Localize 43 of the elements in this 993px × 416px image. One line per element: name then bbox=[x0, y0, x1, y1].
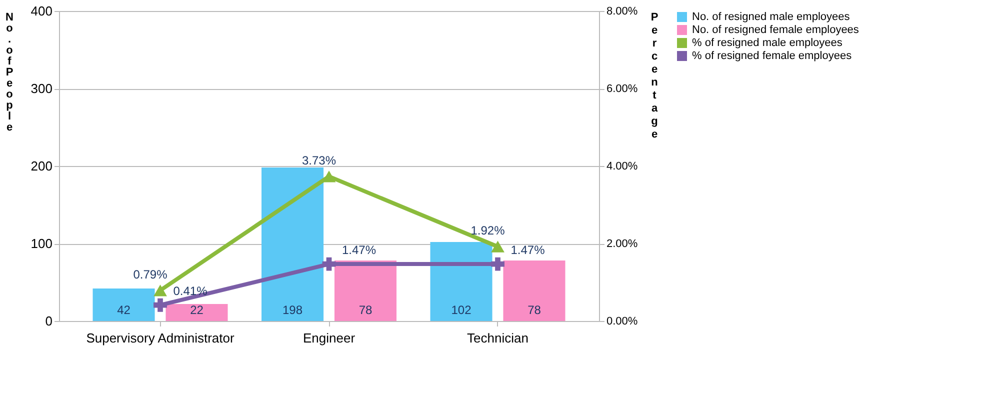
bar bbox=[503, 260, 566, 321]
data-label: 198 bbox=[282, 303, 303, 317]
legend-label: No. of resigned male employees bbox=[692, 11, 850, 23]
y2-tick-label: 2.00% bbox=[606, 238, 638, 250]
data-label: 78 bbox=[358, 303, 372, 317]
data-label: 1.47% bbox=[510, 243, 546, 258]
bar bbox=[166, 304, 228, 321]
point bbox=[154, 284, 167, 296]
data-label: 0.41% bbox=[173, 284, 208, 298]
y2-tick-label: 6.00% bbox=[606, 83, 638, 95]
legend-label: % of resigned male employees bbox=[692, 37, 843, 49]
text: No. of People bbox=[6, 12, 14, 134]
x-tick-label: Technician bbox=[467, 330, 528, 346]
y2-tick-label: 4.00% bbox=[606, 160, 638, 172]
y-tick-label: 0 bbox=[45, 314, 52, 328]
legend-label: % of resigned female employees bbox=[692, 50, 852, 62]
point bbox=[154, 298, 167, 312]
y-tick-label: 300 bbox=[30, 81, 52, 96]
data-label: 102 bbox=[451, 303, 472, 317]
point bbox=[322, 257, 336, 271]
y-tick-label: 200 bbox=[30, 158, 52, 174]
data-label: 42 bbox=[117, 303, 131, 317]
data-label: 1.47% bbox=[342, 243, 376, 258]
point bbox=[322, 170, 336, 182]
data-label: 0.79% bbox=[133, 267, 168, 282]
point bbox=[491, 257, 504, 271]
y-tick-label: 400 bbox=[30, 4, 52, 18]
y2-tick-label: 8.00% bbox=[606, 6, 638, 18]
legend-label: No. of resigned female employees bbox=[692, 24, 860, 36]
data-label: 22 bbox=[190, 303, 204, 317]
data-label: 1.92% bbox=[470, 224, 506, 238]
bar bbox=[334, 260, 396, 321]
data-label: 3.73% bbox=[302, 153, 336, 168]
y-tick-label: 100 bbox=[30, 236, 52, 251]
bar bbox=[92, 288, 155, 321]
bar bbox=[262, 168, 324, 321]
x-tick-label: Engineer bbox=[302, 330, 356, 346]
point bbox=[491, 240, 504, 252]
data-label: 78 bbox=[528, 303, 542, 317]
x-tick-label: Supervisory Administrator bbox=[86, 330, 235, 346]
text: Percentage bbox=[650, 12, 658, 140]
bar bbox=[430, 242, 492, 321]
y2-tick-label: 0.00% bbox=[606, 316, 638, 328]
